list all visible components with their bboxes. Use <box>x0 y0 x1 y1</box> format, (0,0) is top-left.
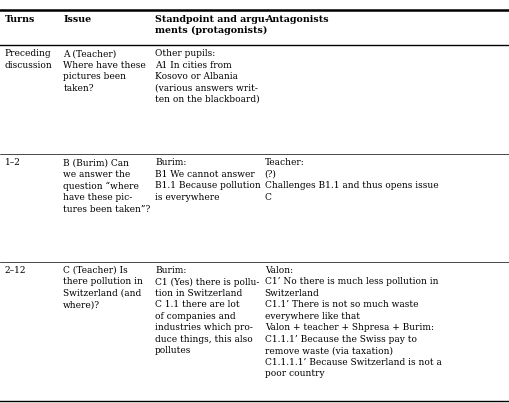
Text: Preceding
discussion: Preceding discussion <box>5 49 52 70</box>
Text: Other pupils:
A1 In cities from
Kosovo or Albania
(various answers writ-
ten on : Other pupils: A1 In cities from Kosovo o… <box>155 49 259 104</box>
Text: B (Burim) Can
we answer the
question “where
have these pic-
tures been taken”?: B (Burim) Can we answer the question “wh… <box>63 158 150 214</box>
Text: Burim:
C1 (Yes) there is pollu-
tion in Switzerland
C 1.1 there are lot
of compa: Burim: C1 (Yes) there is pollu- tion in … <box>155 266 259 355</box>
Text: 1–2: 1–2 <box>5 158 20 167</box>
Text: Turns: Turns <box>5 15 35 24</box>
Text: C (Teacher) Is
there pollution in
Switzerland (and
where)?: C (Teacher) Is there pollution in Switze… <box>63 266 143 310</box>
Text: Standpoint and argu-
ments (protagonists): Standpoint and argu- ments (protagonists… <box>155 15 268 35</box>
Text: A (Teacher)
Where have these
pictures been
taken?: A (Teacher) Where have these pictures be… <box>63 49 146 93</box>
Text: Valon:
C1’ No there is much less pollution in
Switzerland
C1.1’ There is not so : Valon: C1’ No there is much less polluti… <box>264 266 441 378</box>
Text: Issue: Issue <box>63 15 91 24</box>
Text: Burim:
B1 We cannot answer
B1.1 Because pollution
is everywhere: Burim: B1 We cannot answer B1.1 Because … <box>155 158 260 202</box>
Text: 2–12: 2–12 <box>5 266 26 275</box>
Text: Teacher:
(?)
Challenges B1.1 and thus opens issue
C: Teacher: (?) Challenges B1.1 and thus op… <box>264 158 437 202</box>
Text: Antagonists: Antagonists <box>264 15 328 24</box>
